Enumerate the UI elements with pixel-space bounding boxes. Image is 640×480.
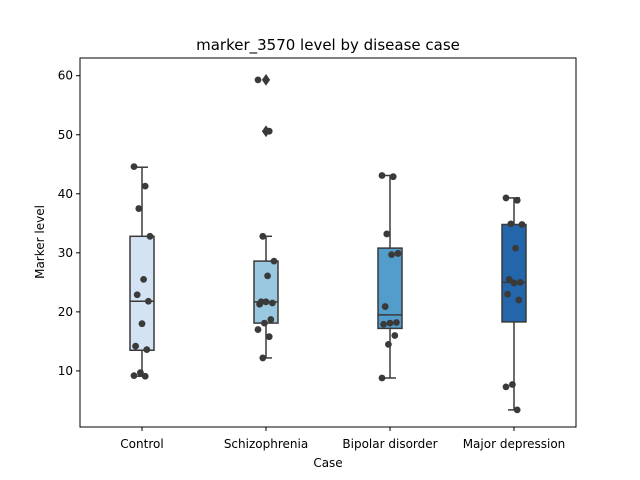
data-point: [130, 163, 138, 171]
data-point: [518, 221, 526, 228]
data-point: [504, 290, 511, 298]
data-point: [509, 381, 516, 388]
data-point: [259, 354, 267, 362]
data-point: [380, 320, 387, 328]
y-axis-label: Marker level: [33, 205, 47, 279]
data-point: [140, 276, 148, 283]
y-tick-label: 20: [58, 305, 73, 319]
box: [129, 235, 155, 351]
data-point: [515, 296, 523, 304]
data-point: [269, 299, 276, 307]
data-point: [385, 340, 392, 348]
data-point: [265, 333, 273, 341]
x-tick-label: Schizophrenia: [224, 437, 308, 451]
data-point: [254, 76, 262, 84]
data-point: [388, 251, 395, 259]
box: [253, 260, 279, 324]
data-point: [517, 278, 524, 286]
data-point: [505, 276, 513, 283]
data-point: [135, 205, 143, 212]
y-tick-label: 60: [58, 69, 73, 83]
data-point: [391, 332, 399, 339]
plot-frame: [79, 57, 577, 428]
data-point: [261, 319, 268, 327]
data-point: [133, 291, 141, 299]
data-point: [513, 406, 521, 414]
data-point: [146, 232, 154, 240]
x-axis-label: Case: [313, 456, 342, 470]
data-point: [381, 303, 389, 310]
y-tick-label: 10: [58, 364, 73, 378]
data-point: [383, 230, 391, 238]
data-point: [378, 172, 386, 179]
data-point: [389, 173, 397, 181]
y-tick-label: 30: [58, 246, 73, 260]
data-point: [512, 244, 519, 252]
data-point: [130, 372, 138, 380]
data-point: [378, 374, 386, 382]
x-tick-label: Major depression: [463, 437, 566, 451]
y-tick-label: 50: [58, 128, 73, 142]
data-point: [254, 326, 262, 333]
data-point: [502, 383, 510, 391]
data-point: [386, 319, 394, 327]
x-tick-label: Control: [120, 437, 163, 451]
data-point: [256, 300, 263, 308]
data-point: [265, 127, 273, 135]
data-point: [270, 257, 278, 265]
data-point: [137, 369, 144, 377]
chart-title: marker_3570 level by disease case: [196, 36, 460, 55]
data-point: [394, 250, 402, 257]
data-point: [145, 297, 152, 305]
data-point: [259, 232, 267, 240]
plot-area: 10 20 30 40 50 60 Control Schizophrenia Bipolar …: [58, 69, 566, 451]
data-point: [143, 346, 151, 354]
y-tick-label: 40: [58, 187, 73, 201]
data-point: [393, 319, 400, 326]
box: [377, 247, 403, 330]
outlier-marker: [261, 73, 271, 86]
data-point: [502, 194, 510, 202]
data-point: [141, 182, 149, 190]
data-point: [132, 342, 140, 350]
data-point: [262, 298, 270, 306]
data-point: [507, 220, 515, 228]
data-point: [138, 320, 146, 328]
data-point: [141, 372, 149, 380]
data-point: [510, 279, 518, 287]
box: [501, 223, 527, 323]
data-point: [513, 196, 521, 204]
data-point: [264, 272, 271, 280]
data-point: [267, 316, 275, 323]
x-tick-label: Bipolar disorder: [342, 437, 437, 451]
